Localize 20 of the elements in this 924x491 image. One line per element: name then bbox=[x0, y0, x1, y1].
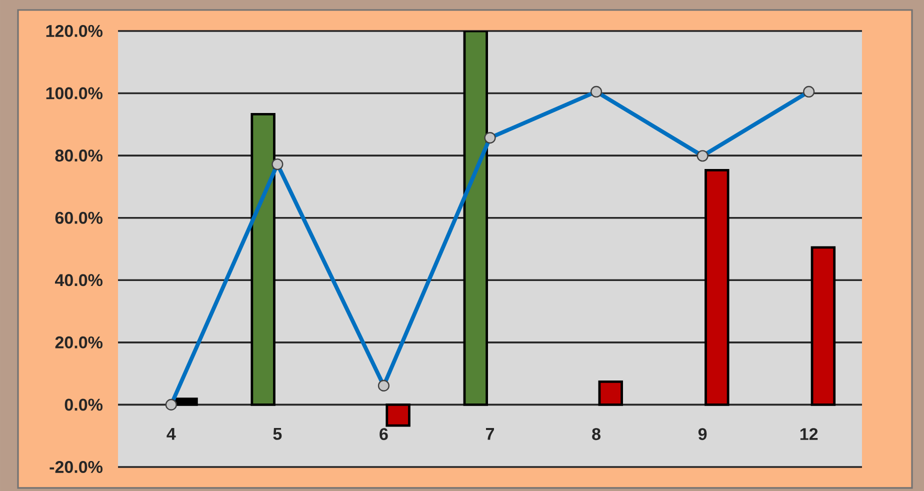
x-tick-label: 9 bbox=[698, 428, 707, 440]
x-tick-label: 5 bbox=[273, 428, 282, 440]
x-tick-label: 6 bbox=[380, 428, 388, 440]
x-tick-label: 12 bbox=[800, 428, 818, 440]
y-tick-label: 120.0% bbox=[46, 24, 102, 37]
bar bbox=[704, 168, 730, 406]
y-tick-label: 60.0% bbox=[55, 212, 103, 224]
y-tick-label: 40.0% bbox=[54, 274, 103, 286]
x-tick-label: 4 bbox=[166, 428, 176, 440]
y-tick-label: 80.0% bbox=[55, 150, 103, 162]
x-tick-label: 7 bbox=[486, 428, 494, 440]
bar bbox=[386, 404, 410, 427]
y-tick-label: -20.0% bbox=[50, 460, 103, 473]
y-tick-label: 100.0% bbox=[46, 87, 102, 100]
x-tick-label: 8 bbox=[592, 428, 600, 440]
y-tick-label: 20.0% bbox=[55, 336, 103, 348]
y-tick-label: 0.0% bbox=[64, 398, 103, 411]
bar bbox=[250, 112, 276, 406]
bar bbox=[598, 380, 623, 406]
bar bbox=[810, 246, 836, 406]
